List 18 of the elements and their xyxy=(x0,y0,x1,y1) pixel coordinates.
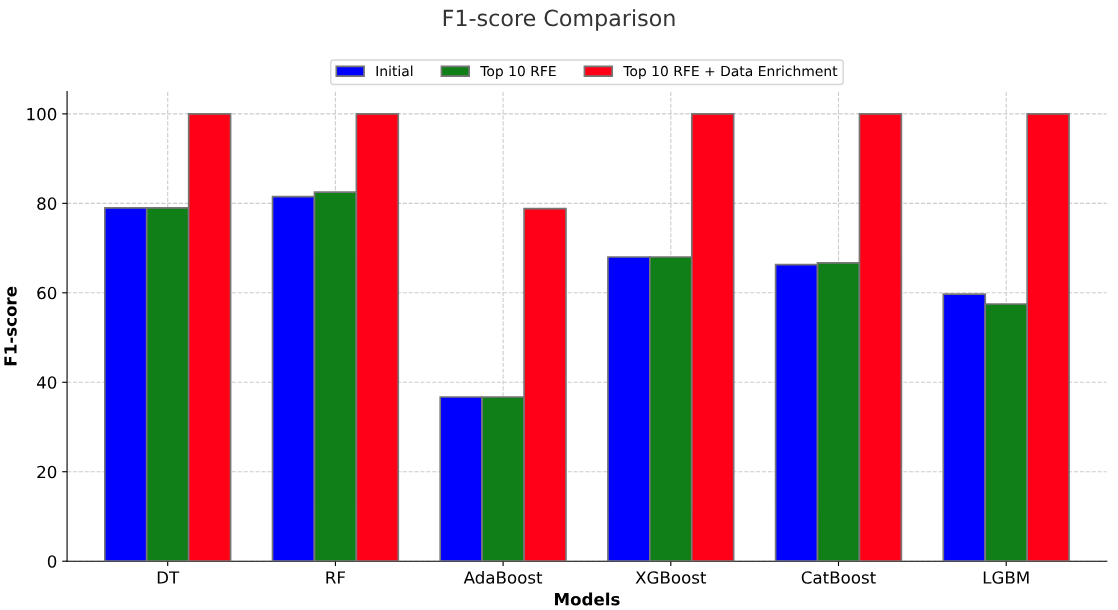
x-tick-label: XGBoost xyxy=(635,571,707,584)
x-tick-label: RF xyxy=(326,571,346,584)
y-tick-label: 20 xyxy=(37,465,57,479)
y-tick-label: 0 xyxy=(47,555,57,568)
chart-title: F1-score Comparison xyxy=(443,9,675,31)
y-tick-label: 60 xyxy=(37,286,57,300)
legend-label: Initial xyxy=(376,65,413,77)
x-axis-title: Models xyxy=(555,592,620,606)
y-tick-label: 40 xyxy=(36,376,57,389)
y-axis-title: F1-score xyxy=(4,286,17,366)
x-tick-label: AdaBoost xyxy=(463,570,543,584)
x-tick-label: CatBoost xyxy=(801,571,876,584)
y-tick-label: 80 xyxy=(37,197,57,210)
x-tick-label: LGBM xyxy=(983,571,1029,584)
x-tick-label: DT xyxy=(157,571,180,584)
y-tick-label: 100 xyxy=(27,107,57,121)
legend-label: Top 10 RFE xyxy=(480,65,556,79)
legend-label: Top 10 RFE + Data Enrichment xyxy=(623,65,838,79)
